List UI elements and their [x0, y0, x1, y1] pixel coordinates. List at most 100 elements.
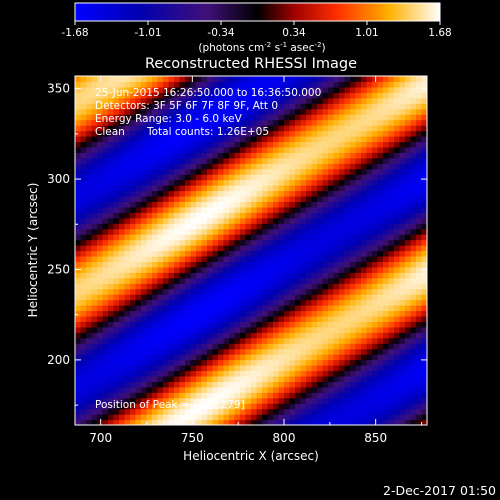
heatmap-cell: [361, 234, 368, 241]
heatmap-cell: [355, 283, 362, 290]
heatmap-cell: [295, 250, 302, 257]
heatmap-cell: [322, 332, 329, 339]
heatmap-cell: [284, 81, 291, 88]
heatmap-cell: [339, 375, 346, 382]
heatmap-cell: [201, 272, 208, 279]
heatmap-cell: [317, 141, 324, 148]
heatmap-cell: [75, 310, 82, 317]
heatmap-cell: [124, 321, 131, 328]
heatmap-cell: [229, 359, 236, 366]
heatmap-cell: [399, 168, 406, 175]
heatmap-cell: [394, 266, 401, 273]
heatmap-cell: [416, 294, 423, 301]
heatmap-cell: [355, 108, 362, 115]
heatmap-cell: [207, 245, 214, 252]
heatmap-cell: [289, 146, 296, 153]
heatmap-cell: [355, 354, 362, 361]
heatmap-cell: [322, 277, 329, 284]
heatmap-cell: [212, 397, 219, 404]
heatmap-cell: [97, 152, 104, 159]
heatmap-cell: [196, 119, 203, 126]
heatmap-cell: [179, 397, 186, 404]
heatmap-cell: [168, 315, 175, 322]
heatmap-cell: [361, 130, 368, 137]
heatmap-cell: [190, 403, 197, 410]
heatmap-cell: [152, 294, 159, 301]
heatmap-cell: [388, 414, 395, 421]
heatmap-cell: [196, 157, 203, 164]
heatmap-cell: [306, 359, 313, 366]
heatmap-cell: [388, 354, 395, 361]
heatmap-cell: [141, 337, 148, 344]
heatmap-cell: [130, 163, 137, 170]
heatmap-cell: [108, 299, 115, 306]
heatmap-cell: [141, 245, 148, 252]
heatmap-cell: [377, 310, 384, 317]
heatmap-cell: [135, 195, 142, 203]
heatmap-cell: [289, 92, 296, 99]
heatmap-cell: [267, 97, 274, 104]
heatmap-cell: [102, 359, 109, 366]
heatmap-cell: [262, 414, 269, 421]
heatmap-cell: [108, 212, 115, 219]
heatmap-cell: [262, 305, 269, 312]
heatmap-cell: [196, 239, 203, 246]
heatmap-cell: [328, 185, 335, 192]
heatmap-cell: [102, 305, 109, 312]
heatmap-cell: [75, 81, 82, 88]
heatmap-cell: [130, 288, 137, 295]
heatmap-cell: [306, 119, 313, 126]
heatmap-cell: [317, 261, 324, 268]
heatmap-cell: [289, 185, 296, 192]
heatmap-cell: [218, 261, 225, 268]
heatmap-cell: [372, 217, 379, 224]
heatmap-cell: [234, 97, 241, 104]
heatmap-cell: [190, 86, 197, 93]
heatmap-cell: [146, 130, 153, 137]
heatmap-cell: [322, 299, 329, 306]
heatmap-cell: [421, 354, 427, 361]
heatmap-cell: [152, 174, 159, 181]
heatmap-cell: [256, 392, 263, 399]
heatmap-cell: [383, 332, 390, 339]
heatmap-cell: [201, 217, 208, 224]
heatmap-cell: [146, 146, 153, 153]
heatmap-cell: [361, 217, 368, 224]
heatmap-cell: [218, 146, 225, 153]
heatmap-cell: [344, 343, 351, 350]
heatmap-cell: [75, 299, 82, 306]
heatmap-cell: [416, 343, 423, 350]
heatmap-cell: [333, 403, 340, 410]
heatmap-cell: [157, 326, 164, 333]
heatmap-cell: [146, 392, 153, 399]
heatmap-cell: [102, 114, 109, 121]
heatmap-cell: [245, 103, 252, 110]
heatmap-cell: [146, 283, 153, 290]
heatmap-cell: [289, 114, 296, 121]
heatmap-cell: [119, 392, 126, 399]
heatmap-cell: [168, 146, 175, 153]
heatmap-cell: [240, 414, 247, 421]
heatmap-cell: [300, 375, 307, 382]
heatmap-cell: [245, 76, 252, 83]
heatmap-cell: [190, 163, 197, 170]
heatmap-cell: [399, 152, 406, 159]
heatmap-cell: [135, 76, 142, 83]
heatmap-cell: [410, 195, 417, 203]
heatmap-cell: [190, 294, 197, 301]
heatmap-cell: [295, 321, 302, 328]
heatmap-cell: [267, 419, 274, 425]
heatmap-cell: [361, 141, 368, 148]
heatmap-cell: [80, 310, 87, 317]
heatmap-cell: [174, 201, 181, 208]
heatmap-cell: [97, 245, 104, 252]
heatmap-cell: [383, 359, 390, 366]
heatmap-cell: [405, 152, 412, 159]
heatmap-cell: [86, 250, 93, 257]
heatmap-cell: [168, 81, 175, 88]
heatmap-cell: [75, 288, 82, 295]
heatmap-cell: [251, 103, 258, 110]
heatmap-cell: [190, 185, 197, 192]
heatmap-cell: [86, 354, 93, 361]
heatmap-cell: [207, 234, 214, 241]
